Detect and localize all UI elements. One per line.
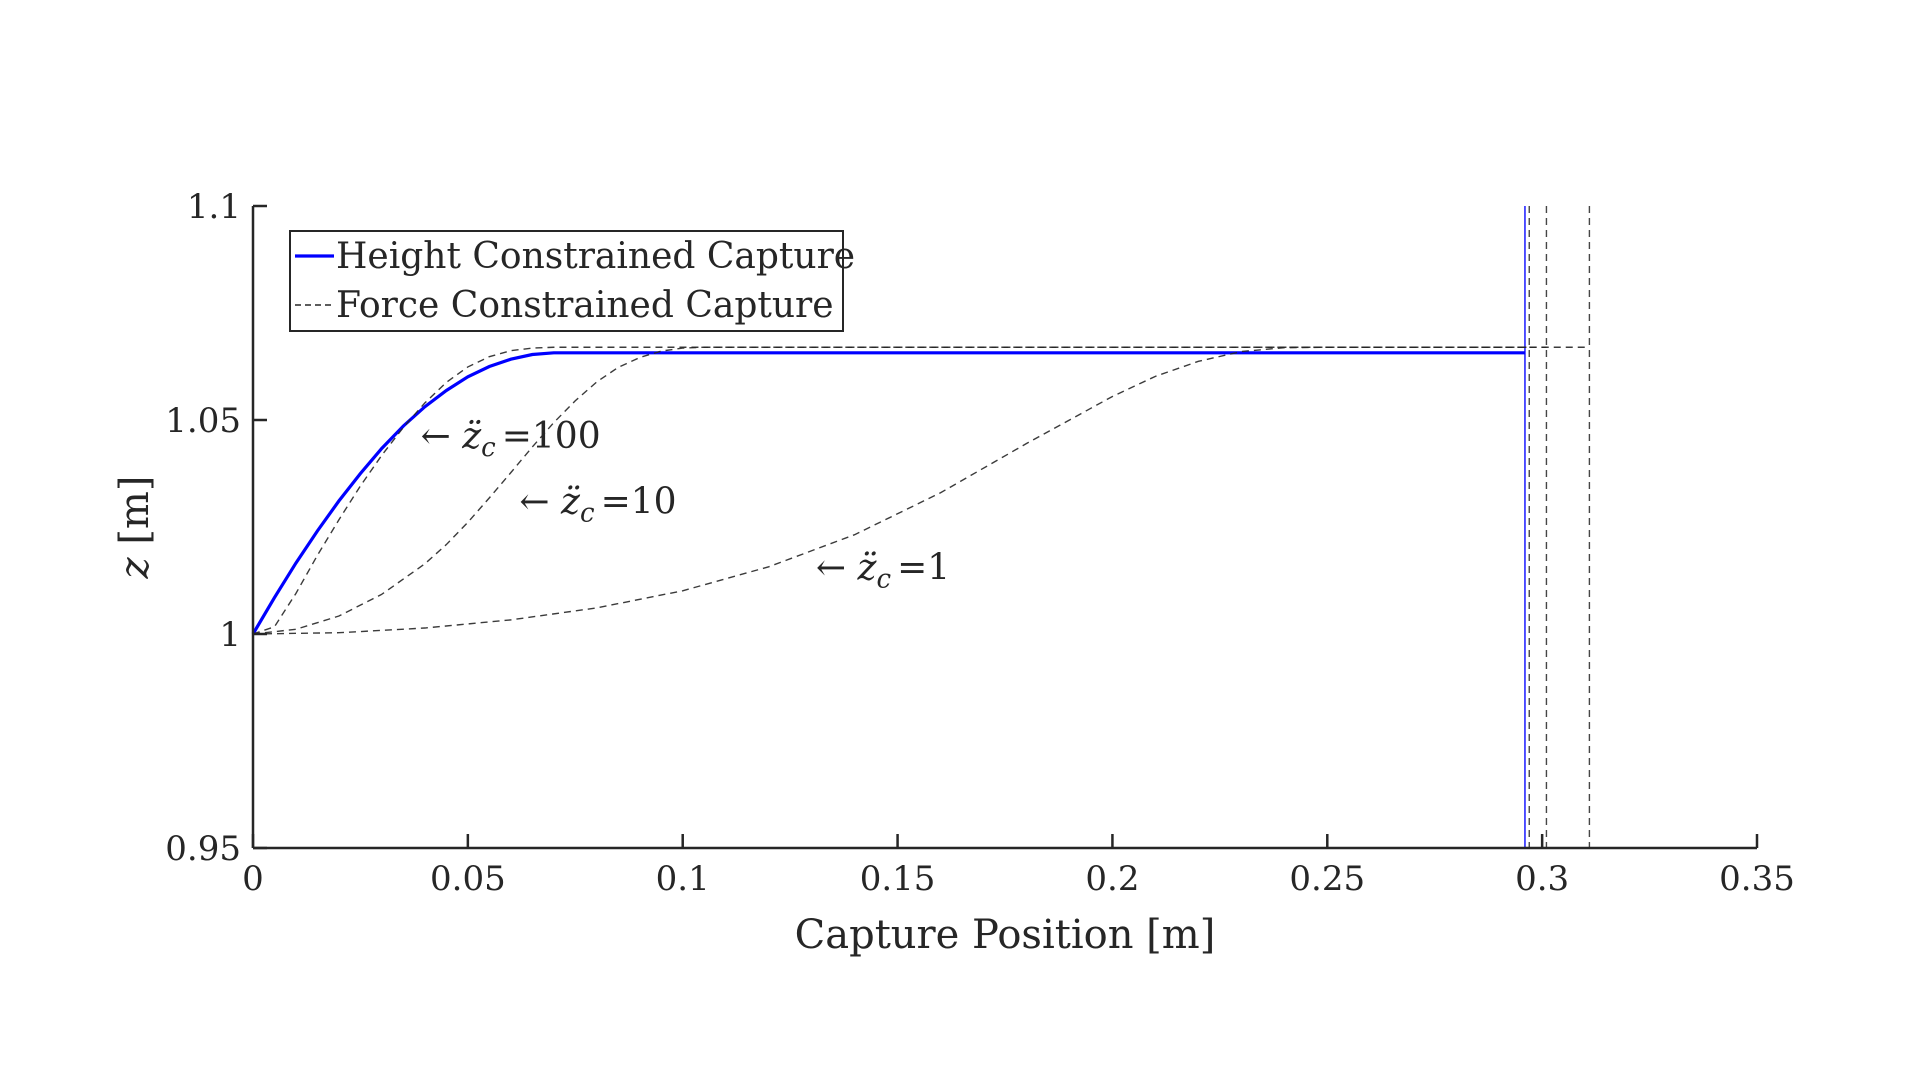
y-tick-label: 1.1 [187, 187, 241, 227]
x-tick-label: 0.1 [656, 859, 710, 899]
annotation-0: ← z̈c =100 [421, 416, 601, 463]
x-tick-label: 0.05 [430, 859, 506, 899]
y-tick-label: 1.05 [165, 401, 241, 441]
x-tick-label: 0.15 [860, 859, 936, 899]
legend-entry-0: Height Constrained Capture [336, 236, 855, 277]
legend-entry-1: Force Constrained Capture [336, 285, 834, 326]
annotations: ← z̈c =100 ← z̈c =10 ← z̈c =1 [421, 416, 951, 595]
y-axis-label: z [m] [112, 476, 158, 580]
axis-labels: Capture Position [m] z [m] [112, 476, 1215, 958]
legend-box [289, 230, 844, 332]
series-line-3 [252, 346, 1590, 635]
x-tick-label: 0.3 [1515, 859, 1569, 899]
annotation-2: ← z̈c =1 [816, 548, 950, 595]
x-tick-label: 0.25 [1289, 859, 1365, 899]
x-tick-label: 0 [242, 859, 264, 899]
legend: Height Constrained Capture Force Constrai… [289, 230, 855, 332]
y-tick-label: 1 [219, 615, 241, 655]
x-axis-label: Capture Position [m] [795, 912, 1216, 958]
ticks: 0 0.05 0.1 0.15 0.2 0.25 0.3 0.35 0.95 1 1.05 1.1 [165, 187, 1795, 899]
series-line-0 [251, 351, 1525, 635]
axes [251, 206, 1757, 850]
annotation-1: ← z̈c =10 [519, 481, 676, 528]
x-tick-label: 0.35 [1719, 859, 1795, 899]
series-line-1 [252, 346, 1530, 635]
y-tick-label: 0.95 [165, 829, 241, 869]
plot-area [251, 206, 1591, 848]
x-tick-label: 0.2 [1085, 859, 1139, 899]
